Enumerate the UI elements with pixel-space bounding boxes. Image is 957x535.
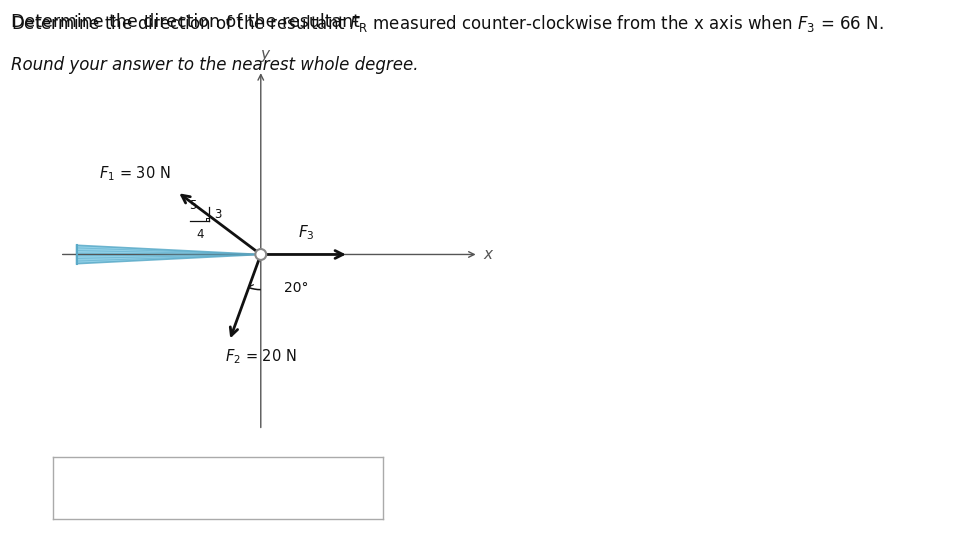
Polygon shape [77, 245, 260, 264]
Text: 3: 3 [213, 208, 221, 220]
Text: $x$: $x$ [482, 247, 494, 262]
Circle shape [256, 249, 266, 260]
Text: 20°: 20° [284, 281, 309, 295]
Text: 5: 5 [189, 199, 196, 212]
Text: $F_2$ = 20 N: $F_2$ = 20 N [225, 348, 297, 366]
Text: $F_1$ = 30 N: $F_1$ = 30 N [99, 165, 170, 184]
Text: Determine the direction of the resultant $F_{\rm R}$ measured counter-clockwise : Determine the direction of the resultant… [11, 13, 884, 34]
Text: 4: 4 [196, 228, 204, 241]
Text: Round your answer to the nearest whole degree.: Round your answer to the nearest whole d… [11, 56, 419, 74]
Text: Determine the direction of the resultant: Determine the direction of the resultant [11, 13, 366, 32]
Text: $F_3$: $F_3$ [299, 223, 315, 242]
Text: $y$: $y$ [260, 48, 272, 64]
